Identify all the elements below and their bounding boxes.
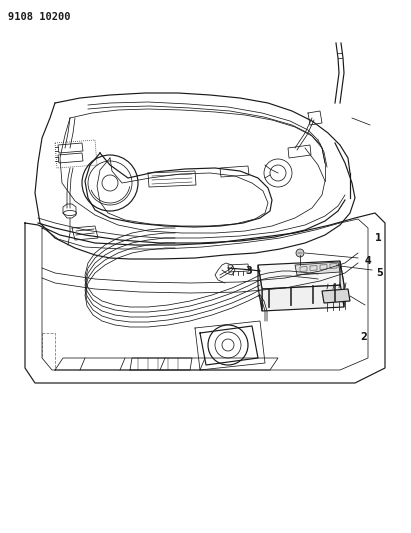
Polygon shape (262, 285, 344, 311)
Text: 2: 2 (360, 332, 367, 342)
Text: 9108 10200: 9108 10200 (8, 12, 71, 22)
Polygon shape (340, 261, 344, 307)
Text: 3: 3 (245, 266, 252, 276)
Text: 5: 5 (376, 268, 383, 278)
Text: 4: 4 (365, 256, 372, 266)
Circle shape (296, 249, 304, 257)
Polygon shape (258, 261, 344, 289)
Text: 1: 1 (375, 233, 382, 243)
Polygon shape (322, 289, 350, 303)
Polygon shape (258, 265, 262, 311)
Polygon shape (295, 262, 340, 275)
